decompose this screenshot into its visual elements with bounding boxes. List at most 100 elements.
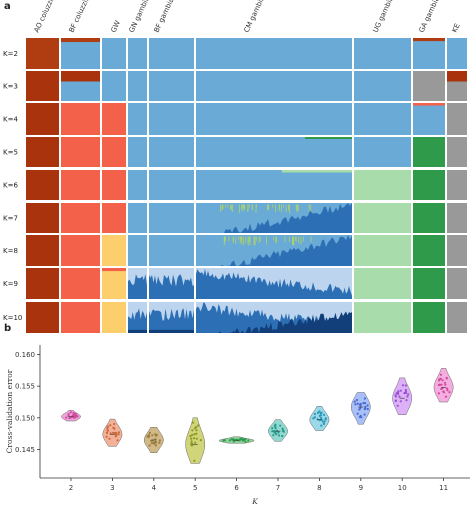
cell-fill	[149, 71, 194, 101]
cv-point	[73, 416, 76, 419]
cell-fill	[102, 268, 126, 299]
admix-band	[413, 103, 445, 106]
cv-point	[406, 395, 409, 398]
cell-fill	[128, 137, 147, 167]
admixture-cell	[61, 268, 100, 299]
admix-band	[285, 204, 287, 213]
admixture-cell	[128, 71, 147, 101]
cv-point	[151, 434, 154, 437]
cell-fill	[61, 170, 100, 200]
admixture-cell	[102, 302, 126, 333]
x-tick-label: 10	[398, 484, 407, 492]
admix-band	[255, 204, 257, 214]
admixture-cell	[26, 38, 59, 69]
admixture-cell	[102, 235, 126, 266]
cv-point	[191, 429, 194, 432]
cv-point	[319, 411, 322, 415]
cv-point	[356, 402, 359, 405]
cv-point	[116, 439, 119, 442]
admix-band	[221, 204, 223, 211]
admix-band	[295, 236, 297, 242]
cv-point	[68, 417, 71, 420]
cv-point	[445, 377, 448, 380]
admix-band	[303, 236, 304, 242]
admix-band	[149, 329, 194, 333]
admixture-cell	[354, 235, 411, 266]
cell-fill	[149, 38, 194, 69]
x-tick-label: 11	[439, 484, 448, 492]
cv-point	[316, 411, 320, 414]
admixture-cell	[149, 137, 194, 167]
admix-band	[241, 236, 243, 245]
cell-fill	[61, 235, 100, 266]
admixture-cell	[354, 103, 411, 135]
admix-band	[225, 204, 227, 208]
cv-point	[106, 427, 109, 430]
cv-point	[353, 400, 356, 403]
admix-band	[252, 204, 253, 211]
admix-band	[289, 204, 290, 214]
cell-fill	[102, 103, 126, 135]
admix-band	[196, 203, 352, 233]
cv-point	[247, 439, 250, 442]
admixture-cell	[128, 203, 147, 233]
admix-band	[288, 204, 289, 211]
admixture-cell	[413, 137, 445, 167]
cell-fill	[102, 235, 126, 266]
k-row-label: K=6	[3, 182, 18, 190]
admixture-cell	[128, 268, 147, 299]
admixture-cell	[413, 268, 445, 299]
admix-band	[308, 204, 310, 213]
cv-point	[282, 429, 285, 432]
cell-fill	[447, 170, 467, 200]
cell-fill	[413, 137, 445, 167]
admix-band	[149, 302, 194, 321]
cv-point	[194, 441, 197, 444]
cell-fill	[128, 235, 147, 266]
admix-band	[128, 329, 147, 333]
cell-fill	[354, 170, 411, 200]
cv-point	[69, 411, 72, 414]
cell-fill	[447, 137, 467, 167]
admix-band	[297, 204, 299, 212]
cv-point	[401, 384, 405, 387]
cv-point	[405, 399, 408, 402]
cv-point	[313, 416, 316, 419]
cv-point	[320, 424, 323, 427]
admix-band	[298, 236, 300, 244]
cv-point	[439, 373, 442, 376]
admixture-cell	[61, 38, 100, 69]
cv-point	[437, 379, 441, 382]
admixture-cell	[102, 203, 126, 233]
cell-fill	[196, 38, 352, 69]
cv-point	[113, 422, 116, 426]
cell-fill	[149, 103, 194, 135]
cv-point	[396, 404, 399, 407]
cv-error-panel: 0.145 0.150 0.155 0.160 2 3 4 5 6 7 8 9 10 11 K Cross-v…	[5, 345, 470, 506]
k-row-label: K=7	[3, 215, 18, 223]
cv-point	[274, 423, 277, 426]
admixture-cell	[61, 302, 100, 333]
x-tick-label: 6	[234, 484, 239, 492]
y-tick-label: 0.150	[15, 414, 35, 422]
admix-band	[231, 204, 233, 211]
admixture-cell	[196, 203, 352, 233]
x-tick-label: 3	[110, 484, 114, 492]
admix-band	[248, 236, 250, 243]
cell-fill	[102, 203, 126, 233]
admix-band	[233, 236, 234, 244]
cv-point	[444, 383, 447, 386]
k-row-label: K=2	[3, 50, 18, 58]
admixture-cell	[354, 268, 411, 299]
cv-point	[278, 434, 281, 437]
cell-fill	[354, 38, 411, 69]
cell-fill	[413, 268, 445, 299]
cv-point	[191, 433, 194, 436]
cv-point	[190, 437, 193, 440]
cell-fill	[413, 38, 445, 69]
cv-point	[366, 404, 369, 407]
admixture-cell	[196, 302, 352, 333]
admixture-panel: K=2 K=3 K=4 K=5 K=6 K=7 K=8 K=9 K=10	[3, 38, 467, 333]
admix-band	[273, 236, 275, 241]
violin-body	[185, 417, 206, 464]
